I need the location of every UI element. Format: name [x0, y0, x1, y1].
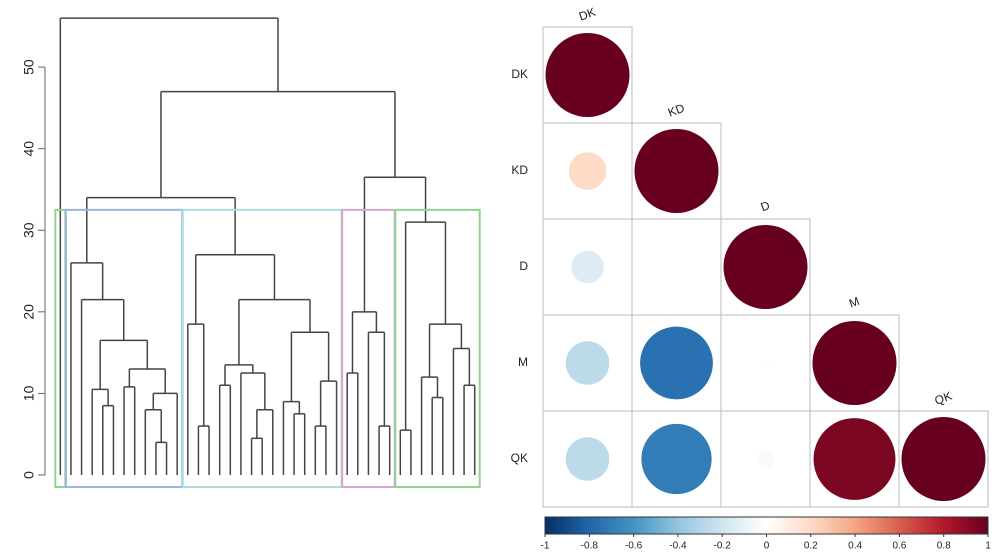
cluster-box	[394, 208, 481, 489]
colorbar-tick-label: -0.8	[581, 541, 599, 552]
correlation-circle	[568, 152, 607, 190]
colorbar-tick-label: 0.2	[804, 541, 818, 552]
colorbar-tick-label: -1	[541, 541, 550, 552]
colorbar-tick-label: 0.8	[937, 541, 951, 552]
correlation-circle	[901, 417, 986, 501]
y-tick-label: 10	[21, 385, 37, 401]
correlation-circle	[813, 418, 896, 500]
colorbar-tick-label: -0.6	[625, 541, 643, 552]
colorbar-tick-label: 0	[764, 541, 770, 552]
colorbar-tick-label: 0.6	[892, 541, 906, 552]
y-tick-label: 50	[21, 59, 37, 75]
colorbar-tick-label: -0.4	[669, 541, 687, 552]
row-label: D	[519, 259, 528, 273]
correlation-circle	[545, 33, 630, 117]
correlation-circle	[634, 129, 719, 213]
column-label: M	[847, 294, 861, 311]
correlation-circle	[640, 326, 713, 400]
row-label: M	[518, 355, 528, 369]
y-tick-label: 20	[21, 304, 37, 320]
row-label: KD	[511, 163, 528, 177]
column-label: KD	[666, 101, 687, 120]
colorbar-tick-label: 1	[985, 541, 991, 552]
column-label: DK	[577, 5, 597, 24]
colorbar-tick-label: -0.2	[714, 541, 732, 552]
correlation-circle	[812, 321, 897, 405]
correlation-circle	[565, 341, 610, 385]
cell	[631, 218, 722, 316]
colorbar-tick-label: 0.4	[848, 541, 862, 552]
colorbar	[544, 516, 989, 535]
correlation-circle	[571, 250, 604, 284]
correlation-circle	[565, 437, 610, 481]
correlation-circle	[757, 450, 774, 468]
row-label: DK	[511, 67, 528, 81]
column-label: QK	[933, 389, 954, 408]
row-label: QK	[511, 451, 528, 465]
column-label: D	[759, 198, 772, 214]
y-tick-label: 30	[21, 222, 37, 238]
correlation-circle	[761, 358, 770, 368]
correlation-circle	[723, 225, 808, 309]
y-tick-label: 40	[21, 141, 37, 157]
correlation-circle	[641, 423, 712, 495]
cell	[898, 410, 989, 508]
y-tick-label: 0	[21, 471, 37, 479]
